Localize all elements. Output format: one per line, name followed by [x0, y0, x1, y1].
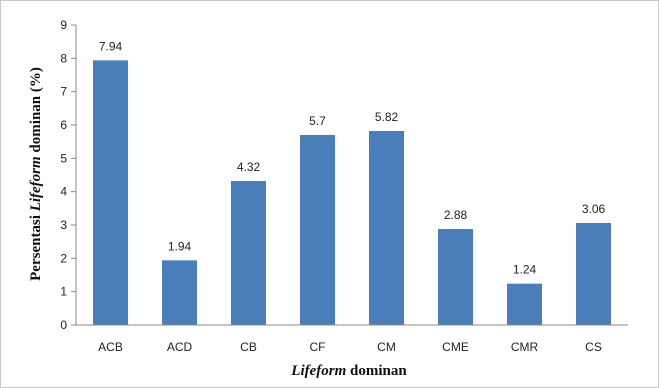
bar-cmr [507, 283, 542, 325]
x-axis-title-rest: dominan [346, 363, 407, 379]
y-axis-title-italic: Lifeform [28, 156, 44, 212]
y-tick-label: 5 [60, 151, 67, 165]
x-tick-label-cf: CF [310, 340, 326, 354]
bar-acb [93, 60, 128, 325]
data-label-cme: 2.88 [444, 208, 468, 222]
y-tick-label: 6 [60, 118, 67, 132]
y-axis-title: Persentasi Lifeform dominan (%) [28, 67, 44, 281]
x-tick-label-cs: CS [585, 340, 602, 354]
x-axis-title: Lifeform dominan [290, 363, 407, 379]
data-label-cf: 5.7 [309, 114, 326, 128]
y-tick-label: 9 [60, 18, 67, 32]
y-tick-label: 1 [60, 285, 67, 299]
data-labels: 7.94 1.94 4.32 5.7 5.82 2.88 1.24 3.06 [99, 39, 606, 276]
data-label-cb: 4.32 [237, 160, 261, 174]
x-tick-label-cm: CM [377, 340, 396, 354]
x-tick-label-cme: CME [442, 340, 469, 354]
data-label-cs: 3.06 [582, 202, 606, 216]
y-axis-ticks: 0 1 2 3 4 5 6 7 8 9 [60, 18, 76, 332]
bar-cme [438, 229, 473, 325]
y-axis-title-suffix: dominan (%) [28, 67, 44, 156]
bars [93, 60, 611, 325]
y-tick-label: 7 [60, 85, 67, 99]
y-tick-label: 4 [60, 185, 67, 199]
x-tick-label-cb: CB [240, 340, 257, 354]
x-axis-title-italic: Lifeform [290, 363, 346, 379]
y-axis-title-prefix: Persentasi [28, 211, 44, 281]
data-label-acb: 7.94 [99, 39, 123, 53]
data-label-acd: 1.94 [168, 239, 192, 253]
data-label-cmr: 1.24 [513, 263, 537, 277]
bar-acd [162, 260, 197, 325]
y-tick-label: 2 [60, 251, 67, 265]
bar-cf [300, 135, 335, 325]
y-tick-label: 3 [60, 218, 67, 232]
x-tick-label-acd: ACD [167, 340, 193, 354]
bar-cs [576, 223, 611, 325]
y-tick-label: 8 [60, 51, 67, 65]
y-tick-label: 0 [60, 318, 67, 332]
bar-cb [231, 181, 266, 325]
x-axis-ticks: ACB ACD CB CF CM CME CMR CS [98, 340, 602, 354]
x-tick-label-cmr: CMR [511, 340, 539, 354]
data-label-cm: 5.82 [375, 110, 399, 124]
bar-cm [369, 131, 404, 325]
x-tick-label-acb: ACB [98, 340, 123, 354]
